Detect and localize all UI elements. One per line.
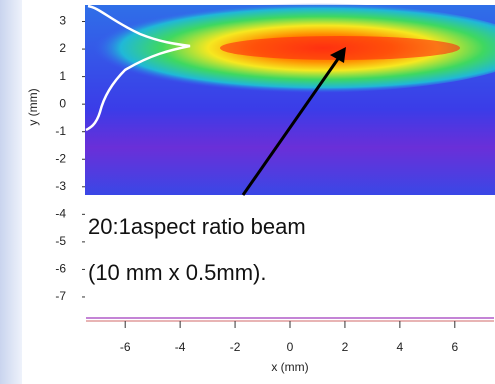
x-tick-label: 0 (287, 340, 294, 354)
annotation: 20:1aspect ratio beam (88, 214, 306, 239)
y-tick-label: -3 (55, 179, 66, 193)
x-axis-label: x (mm) (271, 360, 308, 374)
y-tick-label: -7 (55, 289, 66, 303)
beam-image (70, 3, 495, 195)
y-tick-label: -4 (55, 207, 66, 221)
x-tick-label: 4 (397, 340, 404, 354)
x-tick-label: -4 (175, 340, 186, 354)
y-tick-label: -2 (55, 151, 66, 165)
y-tick-label: 0 (59, 96, 66, 110)
x-tick-label: 6 (451, 340, 458, 354)
chart: 20:1aspect ratio beam (10 mm x 0.5mm). x… (0, 0, 495, 384)
y-tick-label: 3 (59, 14, 66, 28)
y-tick-label: -1 (55, 124, 66, 138)
x-tick-label: 2 (342, 340, 349, 354)
y-tick-label: -6 (55, 262, 66, 276)
y-tick-label: -5 (55, 234, 66, 248)
y-tick-label: 1 (59, 69, 66, 83)
x-tick-label: -6 (120, 340, 131, 354)
y-axis-label: y (mm) (26, 88, 40, 125)
x-tick-label: -2 (230, 340, 241, 354)
annotation: (10 mm x 0.5mm). (88, 260, 266, 285)
side-strip (0, 0, 22, 384)
y-tick-label: 2 (59, 41, 66, 55)
